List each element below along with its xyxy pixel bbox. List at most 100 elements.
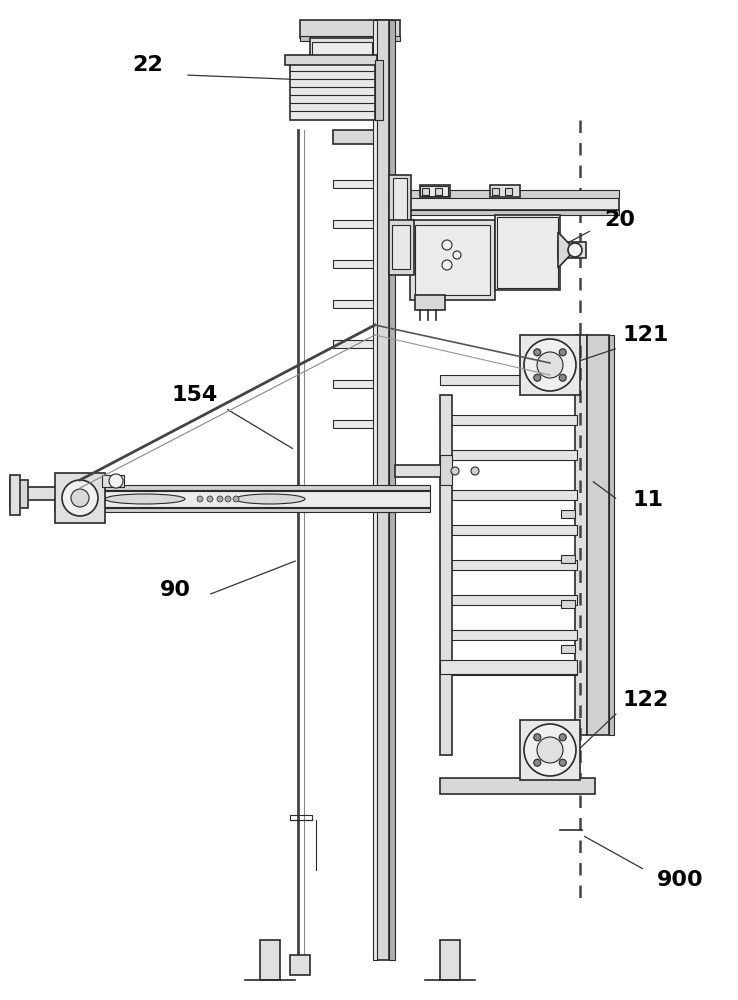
Bar: [333, 220, 378, 228]
Bar: [389, 175, 411, 225]
Circle shape: [534, 759, 541, 766]
Bar: [561, 645, 575, 653]
Circle shape: [534, 734, 541, 741]
Circle shape: [534, 374, 541, 381]
Bar: [392, 225, 410, 269]
Circle shape: [524, 724, 576, 776]
Bar: [55, 473, 105, 523]
Bar: [300, 36, 400, 41]
Bar: [55, 491, 430, 507]
Bar: [333, 380, 378, 388]
Bar: [375, 60, 383, 120]
Circle shape: [471, 467, 479, 475]
Bar: [310, 38, 375, 60]
Bar: [290, 955, 310, 975]
Bar: [440, 940, 460, 980]
Bar: [389, 210, 619, 215]
Bar: [440, 450, 577, 460]
Circle shape: [559, 759, 566, 766]
Text: 90: 90: [159, 580, 190, 600]
Circle shape: [207, 496, 213, 502]
Text: 121: 121: [623, 325, 669, 345]
Bar: [389, 195, 619, 210]
Bar: [389, 20, 395, 960]
Bar: [333, 180, 378, 188]
Ellipse shape: [235, 494, 305, 504]
Bar: [440, 455, 452, 485]
Bar: [422, 188, 429, 195]
Bar: [440, 525, 577, 535]
Bar: [561, 555, 575, 563]
Bar: [285, 55, 377, 65]
Polygon shape: [558, 232, 575, 268]
Bar: [410, 220, 495, 300]
Bar: [290, 60, 375, 120]
Bar: [495, 215, 560, 290]
Bar: [609, 335, 614, 735]
Bar: [333, 130, 379, 144]
Circle shape: [442, 260, 452, 270]
Bar: [415, 295, 445, 310]
Bar: [440, 395, 452, 755]
Circle shape: [197, 496, 203, 502]
Bar: [440, 630, 577, 640]
Bar: [373, 20, 377, 960]
Bar: [389, 190, 619, 198]
Circle shape: [537, 352, 563, 378]
Bar: [440, 778, 595, 794]
Bar: [440, 595, 577, 605]
Circle shape: [71, 489, 89, 507]
Bar: [440, 660, 577, 674]
Bar: [10, 480, 28, 508]
Circle shape: [442, 240, 452, 250]
Bar: [333, 340, 378, 348]
Bar: [520, 335, 580, 395]
Bar: [55, 508, 430, 512]
Bar: [395, 465, 445, 477]
Circle shape: [453, 251, 461, 259]
Bar: [440, 490, 577, 500]
Bar: [300, 20, 400, 38]
Bar: [497, 217, 558, 288]
Circle shape: [559, 374, 566, 381]
Circle shape: [217, 496, 223, 502]
Bar: [333, 260, 378, 268]
Text: 122: 122: [623, 690, 669, 710]
Bar: [420, 186, 448, 196]
Circle shape: [559, 734, 566, 741]
Bar: [333, 420, 378, 428]
Bar: [505, 188, 512, 195]
Circle shape: [109, 474, 123, 488]
Bar: [375, 20, 389, 960]
Circle shape: [568, 243, 582, 257]
Bar: [440, 375, 577, 385]
Bar: [435, 188, 442, 195]
Bar: [20, 487, 58, 500]
Circle shape: [559, 349, 566, 356]
Bar: [440, 665, 577, 675]
Bar: [490, 185, 520, 197]
Text: 900: 900: [657, 870, 703, 890]
Bar: [561, 510, 575, 518]
Ellipse shape: [105, 494, 185, 504]
Circle shape: [524, 339, 576, 391]
Bar: [415, 225, 490, 295]
Text: 154: 154: [172, 385, 218, 405]
Bar: [389, 220, 414, 275]
Circle shape: [534, 349, 541, 356]
Bar: [587, 335, 609, 735]
Bar: [55, 485, 430, 490]
Bar: [260, 940, 280, 980]
Bar: [558, 242, 586, 258]
Bar: [492, 188, 499, 195]
Circle shape: [233, 496, 239, 502]
Bar: [290, 815, 312, 820]
Bar: [575, 335, 587, 735]
Bar: [312, 42, 372, 56]
Bar: [561, 600, 575, 608]
Text: 11: 11: [632, 490, 663, 510]
Bar: [10, 475, 20, 515]
Bar: [420, 185, 450, 197]
Circle shape: [537, 737, 563, 763]
Bar: [55, 488, 430, 510]
